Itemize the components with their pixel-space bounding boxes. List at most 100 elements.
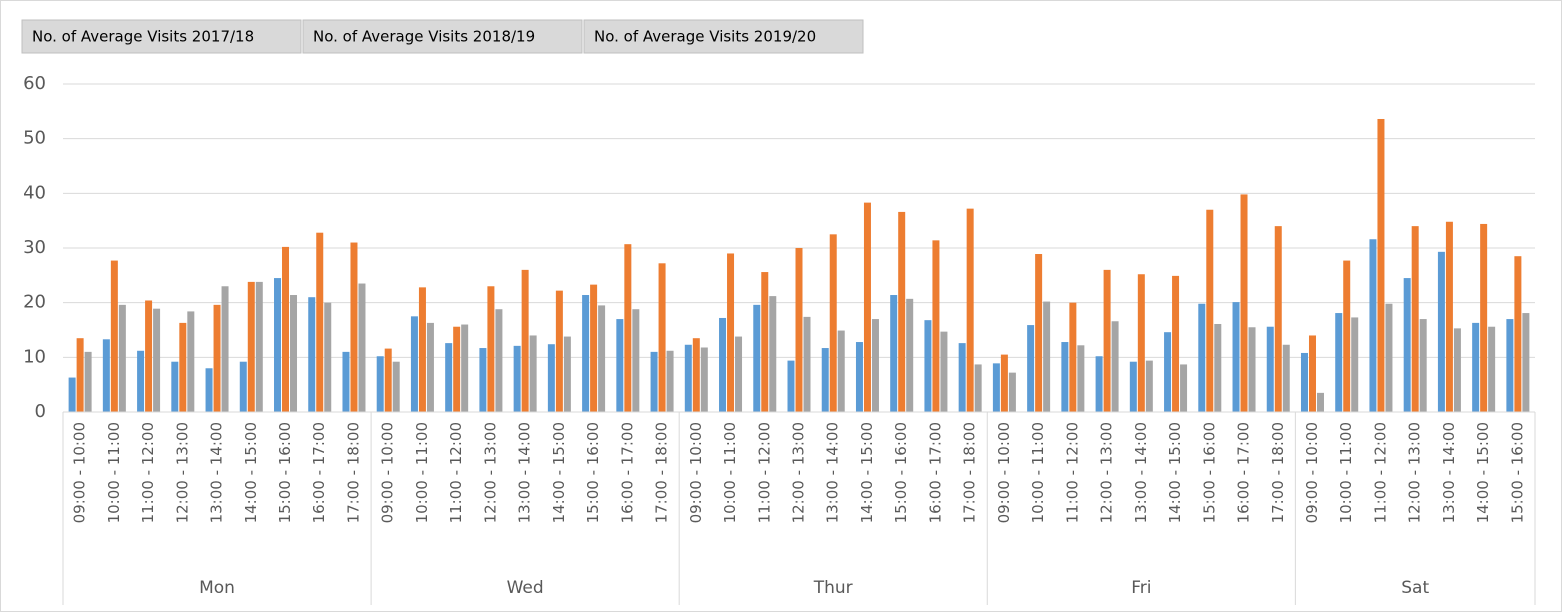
x-tick-label: 14:00 - 15:00 xyxy=(858,422,876,523)
bar xyxy=(213,304,221,412)
bar xyxy=(898,211,906,412)
bar xyxy=(1129,361,1137,412)
x-tick-label: 11:00 - 12:00 xyxy=(139,422,157,523)
bar xyxy=(855,342,863,412)
bar xyxy=(1198,303,1206,412)
bar xyxy=(1335,313,1343,412)
x-tick-label: 15:00 - 16:00 xyxy=(584,422,602,523)
bar xyxy=(324,302,332,412)
bar xyxy=(487,286,495,412)
bar xyxy=(384,348,392,412)
bar xyxy=(1069,302,1077,412)
x-tick-label: 10:00 - 11:00 xyxy=(1337,422,1355,523)
bar xyxy=(863,202,871,412)
bar xyxy=(118,304,126,412)
bar xyxy=(1103,269,1111,412)
x-tick-label: 09:00 - 10:00 xyxy=(1303,422,1321,523)
bar xyxy=(1206,209,1214,412)
x-tick-label: 15:00 - 16:00 xyxy=(276,422,294,523)
bar xyxy=(1232,302,1240,412)
bar xyxy=(342,351,350,412)
bar xyxy=(753,304,761,412)
bar xyxy=(1145,360,1153,412)
bar xyxy=(179,322,187,412)
group-label: Fri xyxy=(1131,578,1151,598)
bar xyxy=(1403,278,1411,412)
bar xyxy=(940,331,948,412)
x-tick-label: 13:00 - 14:00 xyxy=(516,422,534,523)
bar xyxy=(958,343,966,412)
x-tick-label: 14:00 - 15:00 xyxy=(550,422,568,523)
bar xyxy=(1043,301,1051,412)
bar xyxy=(255,281,263,412)
x-tick-label: 16:00 - 17:00 xyxy=(926,422,944,523)
bar xyxy=(1172,275,1180,412)
bar xyxy=(513,345,521,412)
bar xyxy=(974,364,982,412)
bar xyxy=(1214,323,1222,412)
x-tick-label: 14:00 - 15:00 xyxy=(1474,422,1492,523)
bar xyxy=(547,344,555,412)
y-tick-label: 50 xyxy=(23,128,46,149)
bar xyxy=(68,377,76,412)
bar xyxy=(84,351,92,412)
x-tick-label: 13:00 - 14:00 xyxy=(208,422,226,523)
bar xyxy=(1506,319,1514,412)
bar xyxy=(829,234,837,412)
x-tick-label: 09:00 - 10:00 xyxy=(995,422,1013,523)
x-tick-label: 12:00 - 13:00 xyxy=(1098,422,1116,523)
x-tick-label: 16:00 - 17:00 xyxy=(618,422,636,523)
bar xyxy=(1343,260,1351,412)
bar xyxy=(461,324,469,412)
legend-label: No. of Average Visits 2017/18 xyxy=(32,28,254,46)
x-tick-label: 11:00 - 12:00 xyxy=(447,422,465,523)
bar xyxy=(598,305,606,412)
bar xyxy=(290,295,298,412)
x-tick-label: 09:00 - 10:00 xyxy=(379,422,397,523)
x-tick-label: 11:00 - 12:00 xyxy=(1063,422,1081,523)
x-tick-label: 10:00 - 11:00 xyxy=(105,422,123,523)
bar xyxy=(787,360,795,412)
bar xyxy=(282,246,290,412)
bar xyxy=(795,248,803,412)
bar xyxy=(1061,342,1069,412)
bar xyxy=(102,339,110,412)
bar xyxy=(555,290,563,412)
bar xyxy=(1164,332,1172,412)
bar xyxy=(924,320,932,412)
bar xyxy=(1266,326,1274,412)
bar xyxy=(1514,256,1522,412)
y-tick-label: 40 xyxy=(23,182,46,203)
bar xyxy=(906,298,914,412)
bar xyxy=(1274,226,1282,412)
bar xyxy=(1480,223,1488,412)
bar xyxy=(1377,118,1385,412)
bar xyxy=(735,336,743,412)
bar xyxy=(871,319,879,412)
x-tick-label: 17:00 - 18:00 xyxy=(961,422,979,523)
bar xyxy=(666,350,674,412)
x-tick-label: 12:00 - 13:00 xyxy=(1406,422,1424,523)
legend-button[interactable] xyxy=(583,19,864,54)
x-tick-label: 13:00 - 14:00 xyxy=(1440,422,1458,523)
legend-button[interactable] xyxy=(302,19,583,54)
bar xyxy=(1437,251,1445,412)
bar xyxy=(684,344,692,412)
bar xyxy=(966,208,974,412)
x-tick-label: 15:00 - 16:00 xyxy=(892,422,910,523)
x-tick-label: 14:00 - 15:00 xyxy=(1166,422,1184,523)
x-tick-label: 13:00 - 14:00 xyxy=(1132,422,1150,523)
bar xyxy=(479,348,487,412)
bar xyxy=(137,350,145,412)
bar xyxy=(1351,317,1359,412)
bar xyxy=(1248,327,1256,412)
bar xyxy=(761,272,769,412)
y-tick-label: 0 xyxy=(35,401,46,422)
x-tick-label: 12:00 - 13:00 xyxy=(790,422,808,523)
bar xyxy=(632,309,640,412)
bar xyxy=(274,278,282,412)
bar xyxy=(308,297,316,412)
group-label: Sat xyxy=(1401,578,1429,598)
legend-button[interactable] xyxy=(21,19,302,54)
